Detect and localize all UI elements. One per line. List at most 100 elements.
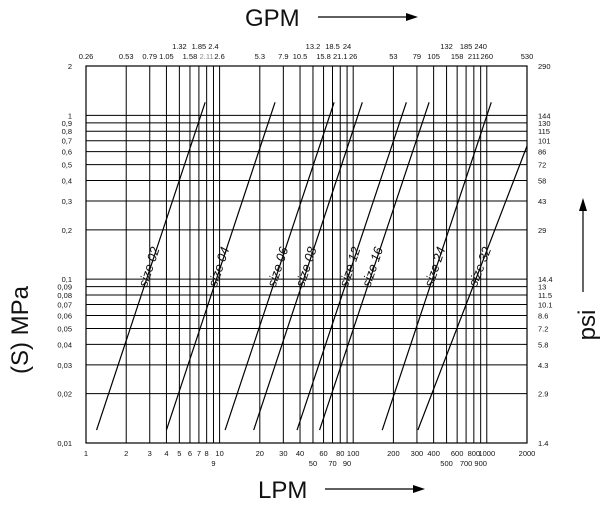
y-tick-label-0-02: 0,02 [57, 390, 72, 399]
y-tick-label-0-01: 0,01 [57, 439, 72, 448]
top-tick-label-530: 530 [521, 52, 534, 61]
x-tick-label-80: 80 [336, 449, 344, 458]
y-gridlines [86, 65, 527, 444]
psi-tick-label-130: 130 [538, 119, 551, 128]
y-tick-label-0-06: 0,06 [57, 312, 72, 321]
x-tick-label-800: 800 [468, 449, 481, 458]
x-gridlines [85, 66, 528, 443]
series-label-size-06: size 06 [264, 244, 291, 289]
gpm-axis-label: GPM [245, 5, 300, 32]
y-tick-label-0-8: 0,8 [62, 127, 72, 136]
y-tick-label-0-9: 0,9 [62, 119, 72, 128]
y-tick-label-0-7: 0,7 [62, 137, 72, 146]
top-tick-label-240: 240 [474, 42, 487, 51]
psi-tick-label-14-4: 14.4 [538, 275, 553, 284]
x-tick-label-400: 400 [427, 449, 440, 458]
series-line-size-06 [224, 102, 335, 431]
top-tick-label-211: 211 [468, 52, 480, 61]
top-tick-label-13-2: 13.2 [306, 42, 321, 51]
psi-tick-label-29: 29 [538, 226, 546, 235]
psi-tick-label-4-3: 4.3 [538, 361, 548, 370]
y-tick-label-0-03: 0,03 [57, 361, 72, 370]
top-tick-label-132: 132 [440, 42, 453, 51]
psi-tick-label-5-8: 5.8 [538, 340, 548, 349]
x-tick-label-1000: 1000 [478, 449, 495, 458]
psi-tick-label-2-9: 2.9 [538, 390, 548, 399]
series-line-size-32 [417, 145, 528, 431]
top-tick-label-1-32: 1.32 [172, 42, 187, 51]
series-line-size-12 [296, 102, 407, 431]
top-tick-label-15-8: 15.8 [316, 52, 331, 61]
x-tick-label-4: 4 [164, 449, 168, 458]
top-tick-label-0-26: 0.26 [79, 52, 94, 61]
top-tick-label-53: 53 [389, 52, 397, 61]
top-tick-label-18-5: 18.5 [325, 42, 340, 51]
top-tick-label-1-85: 1.85 [192, 42, 207, 51]
y-tick-label-0-5: 0,5 [62, 161, 72, 170]
x-tick-label-8: 8 [205, 449, 209, 458]
series-line-size-08 [253, 102, 363, 431]
psi-tick-label-13: 13 [538, 283, 546, 292]
mpa-axis-label: (S) MPa [7, 285, 34, 374]
top-tick-label-2-4: 2.4 [208, 42, 218, 51]
x-tick-label-50: 50 [309, 459, 317, 468]
x-tick-label-300: 300 [411, 449, 424, 458]
x-tick-label-40: 40 [296, 449, 304, 458]
y-tick-label-2: 2 [68, 62, 72, 71]
series-line-size-24 [381, 102, 492, 431]
y-tick-label-0-2: 0,2 [62, 226, 72, 235]
y-tick-label-0-05: 0,05 [57, 324, 72, 333]
top-tick-label-26: 26 [349, 52, 357, 61]
x-tick-label-100: 100 [347, 449, 360, 458]
y-tick-label-0-04: 0,04 [57, 340, 72, 349]
psi-tick-label-10-1: 10.1 [538, 301, 553, 310]
series-lines: size 02 size 04 size 06 size 08 size 12size … [96, 102, 528, 431]
x-tick-label-900: 900 [474, 459, 487, 468]
psi-arrowhead [579, 198, 587, 211]
top-tick-label-24: 24 [343, 42, 351, 51]
top-tick-label-2-6: 2.6 [214, 52, 224, 61]
series-label-size-08: size 08 [292, 244, 319, 289]
top-tick-label-1-05: 1.05 [159, 52, 174, 61]
lpm-axis-label: LPM [258, 477, 307, 504]
series-line-size-16 [318, 102, 430, 431]
y-tick-label-0-1: 0,1 [62, 275, 72, 284]
x-tick-label-700: 700 [460, 459, 473, 468]
x-tick-label-2: 2 [124, 449, 128, 458]
psi-tick-label-115: 115 [538, 127, 550, 136]
x-tick-label-7: 7 [197, 449, 201, 458]
top-tick-label-260: 260 [481, 52, 494, 61]
top-tick-label-2-11: 2.11 [200, 52, 214, 61]
y-tick-label-0-08: 0,08 [57, 291, 72, 300]
top-tick-label-21-1: 21.1 [333, 52, 348, 61]
x-tick-label-90: 90 [343, 459, 351, 468]
x-tick-label-200: 200 [387, 449, 400, 458]
top-tick-label-105: 105 [427, 52, 440, 61]
x-axis-tick-labels: 1 2 3 4 5 6 7 8 10 20 30 40 60 80 100 200 300 400 600 80010… [84, 449, 535, 468]
top-tick-label-0-79: 0.79 [142, 52, 157, 61]
x-tick-label-6: 6 [188, 449, 192, 458]
top-tick-label-158: 158 [451, 52, 464, 61]
lpm-arrowhead [413, 485, 425, 493]
x-tick-label-10: 10 [215, 449, 223, 458]
x-tick-label-500: 500 [440, 459, 453, 468]
y-tick-label-1: 1 [68, 111, 72, 120]
psi-tick-label-58: 58 [538, 177, 546, 186]
top-tick-label-185: 185 [460, 42, 473, 51]
psi-tick-label-86: 86 [538, 148, 546, 157]
psi-tick-label-72: 72 [538, 161, 546, 170]
x-tick-label-2000: 2000 [519, 449, 536, 458]
gpm-arrowhead [406, 13, 418, 21]
y-tick-label-0-4: 0,4 [62, 177, 72, 186]
top-tick-label-7-9: 7.9 [278, 52, 288, 61]
top-tick-label-5-3: 5.3 [255, 52, 265, 61]
psi-tick-label-43: 43 [538, 197, 546, 206]
x-tick-label-600: 600 [451, 449, 464, 458]
y-tick-label-0-3: 0,3 [62, 197, 72, 206]
x-tick-label-70: 70 [328, 459, 336, 468]
x-tick-label-3: 3 [148, 449, 152, 458]
x-tick-label-5: 5 [177, 449, 181, 458]
top-tick-label-1-58: 1.58 [183, 52, 198, 61]
